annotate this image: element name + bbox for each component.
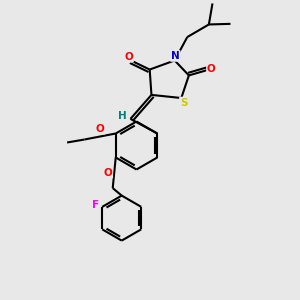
Text: O: O: [103, 167, 112, 178]
Text: H: H: [118, 112, 126, 122]
Text: N: N: [171, 51, 180, 61]
Text: O: O: [124, 52, 133, 62]
Text: O: O: [96, 124, 104, 134]
Text: S: S: [180, 98, 188, 107]
Text: F: F: [92, 200, 99, 210]
Text: O: O: [207, 64, 216, 74]
